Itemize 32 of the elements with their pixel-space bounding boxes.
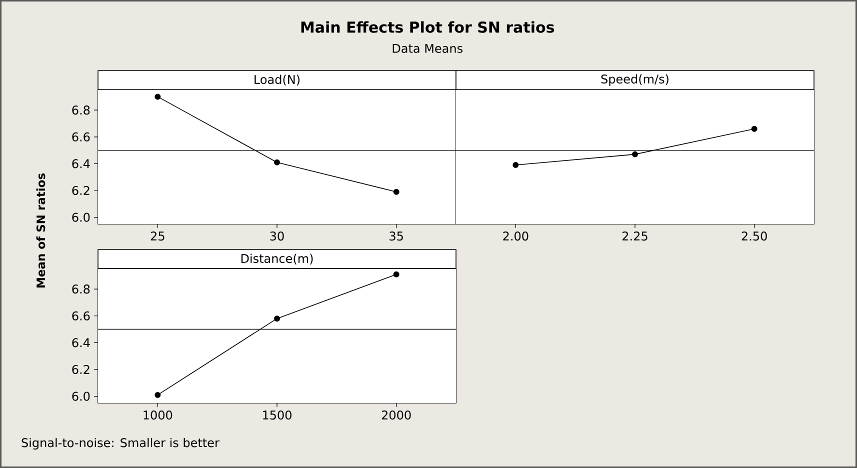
text: Signal-to-noise: Smaller is better [22,438,220,450]
y-tick-label: 6.6 [72,311,90,320]
y-tick-label: 6.2 [72,364,90,374]
y-tick-label: 6.8 [72,284,90,294]
point [154,392,161,398]
x-tick-label: 2.00 [503,232,528,241]
point [393,188,400,195]
y-tick-label: 6.8 [72,106,90,115]
x-tick-label: 2.50 [742,232,767,241]
chart-title: Main Effects Plot for SN ratios [301,21,554,33]
x-tick-label: 1000 [144,410,172,420]
x-tick-label: 1500 [263,410,292,420]
y-tick-label: 6.0 [72,392,90,401]
x-tick-label: 35 [390,232,403,241]
y-tick-label: 6.6 [72,132,90,142]
point [154,94,161,100]
point [274,316,280,322]
x-axis-title: Speed(m/s) [601,74,668,86]
x-axis-title: Distance(m) [241,254,313,264]
y-tick-label: 6.0 [72,212,90,222]
point [274,159,280,166]
chart-subtitle: Data Means [392,44,462,53]
y-tick-label: 6.4 [72,338,90,348]
x-tick-label: 30 [270,232,284,241]
y-tick-label: 6.2 [72,186,90,196]
y-tick-label: 6.4 [72,159,90,168]
x-axis-title: Load(N) [254,74,300,86]
point [393,271,400,278]
x-tick-label: 2000 [382,410,411,420]
x-tick-label: 25 [150,232,164,241]
x-tick-label: 2.25 [622,232,648,241]
y-axis-title: Mean of SN ratios [36,173,46,288]
